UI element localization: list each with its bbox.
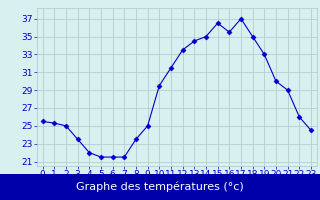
Text: Graphe des températures (°c): Graphe des températures (°c) bbox=[76, 182, 244, 192]
